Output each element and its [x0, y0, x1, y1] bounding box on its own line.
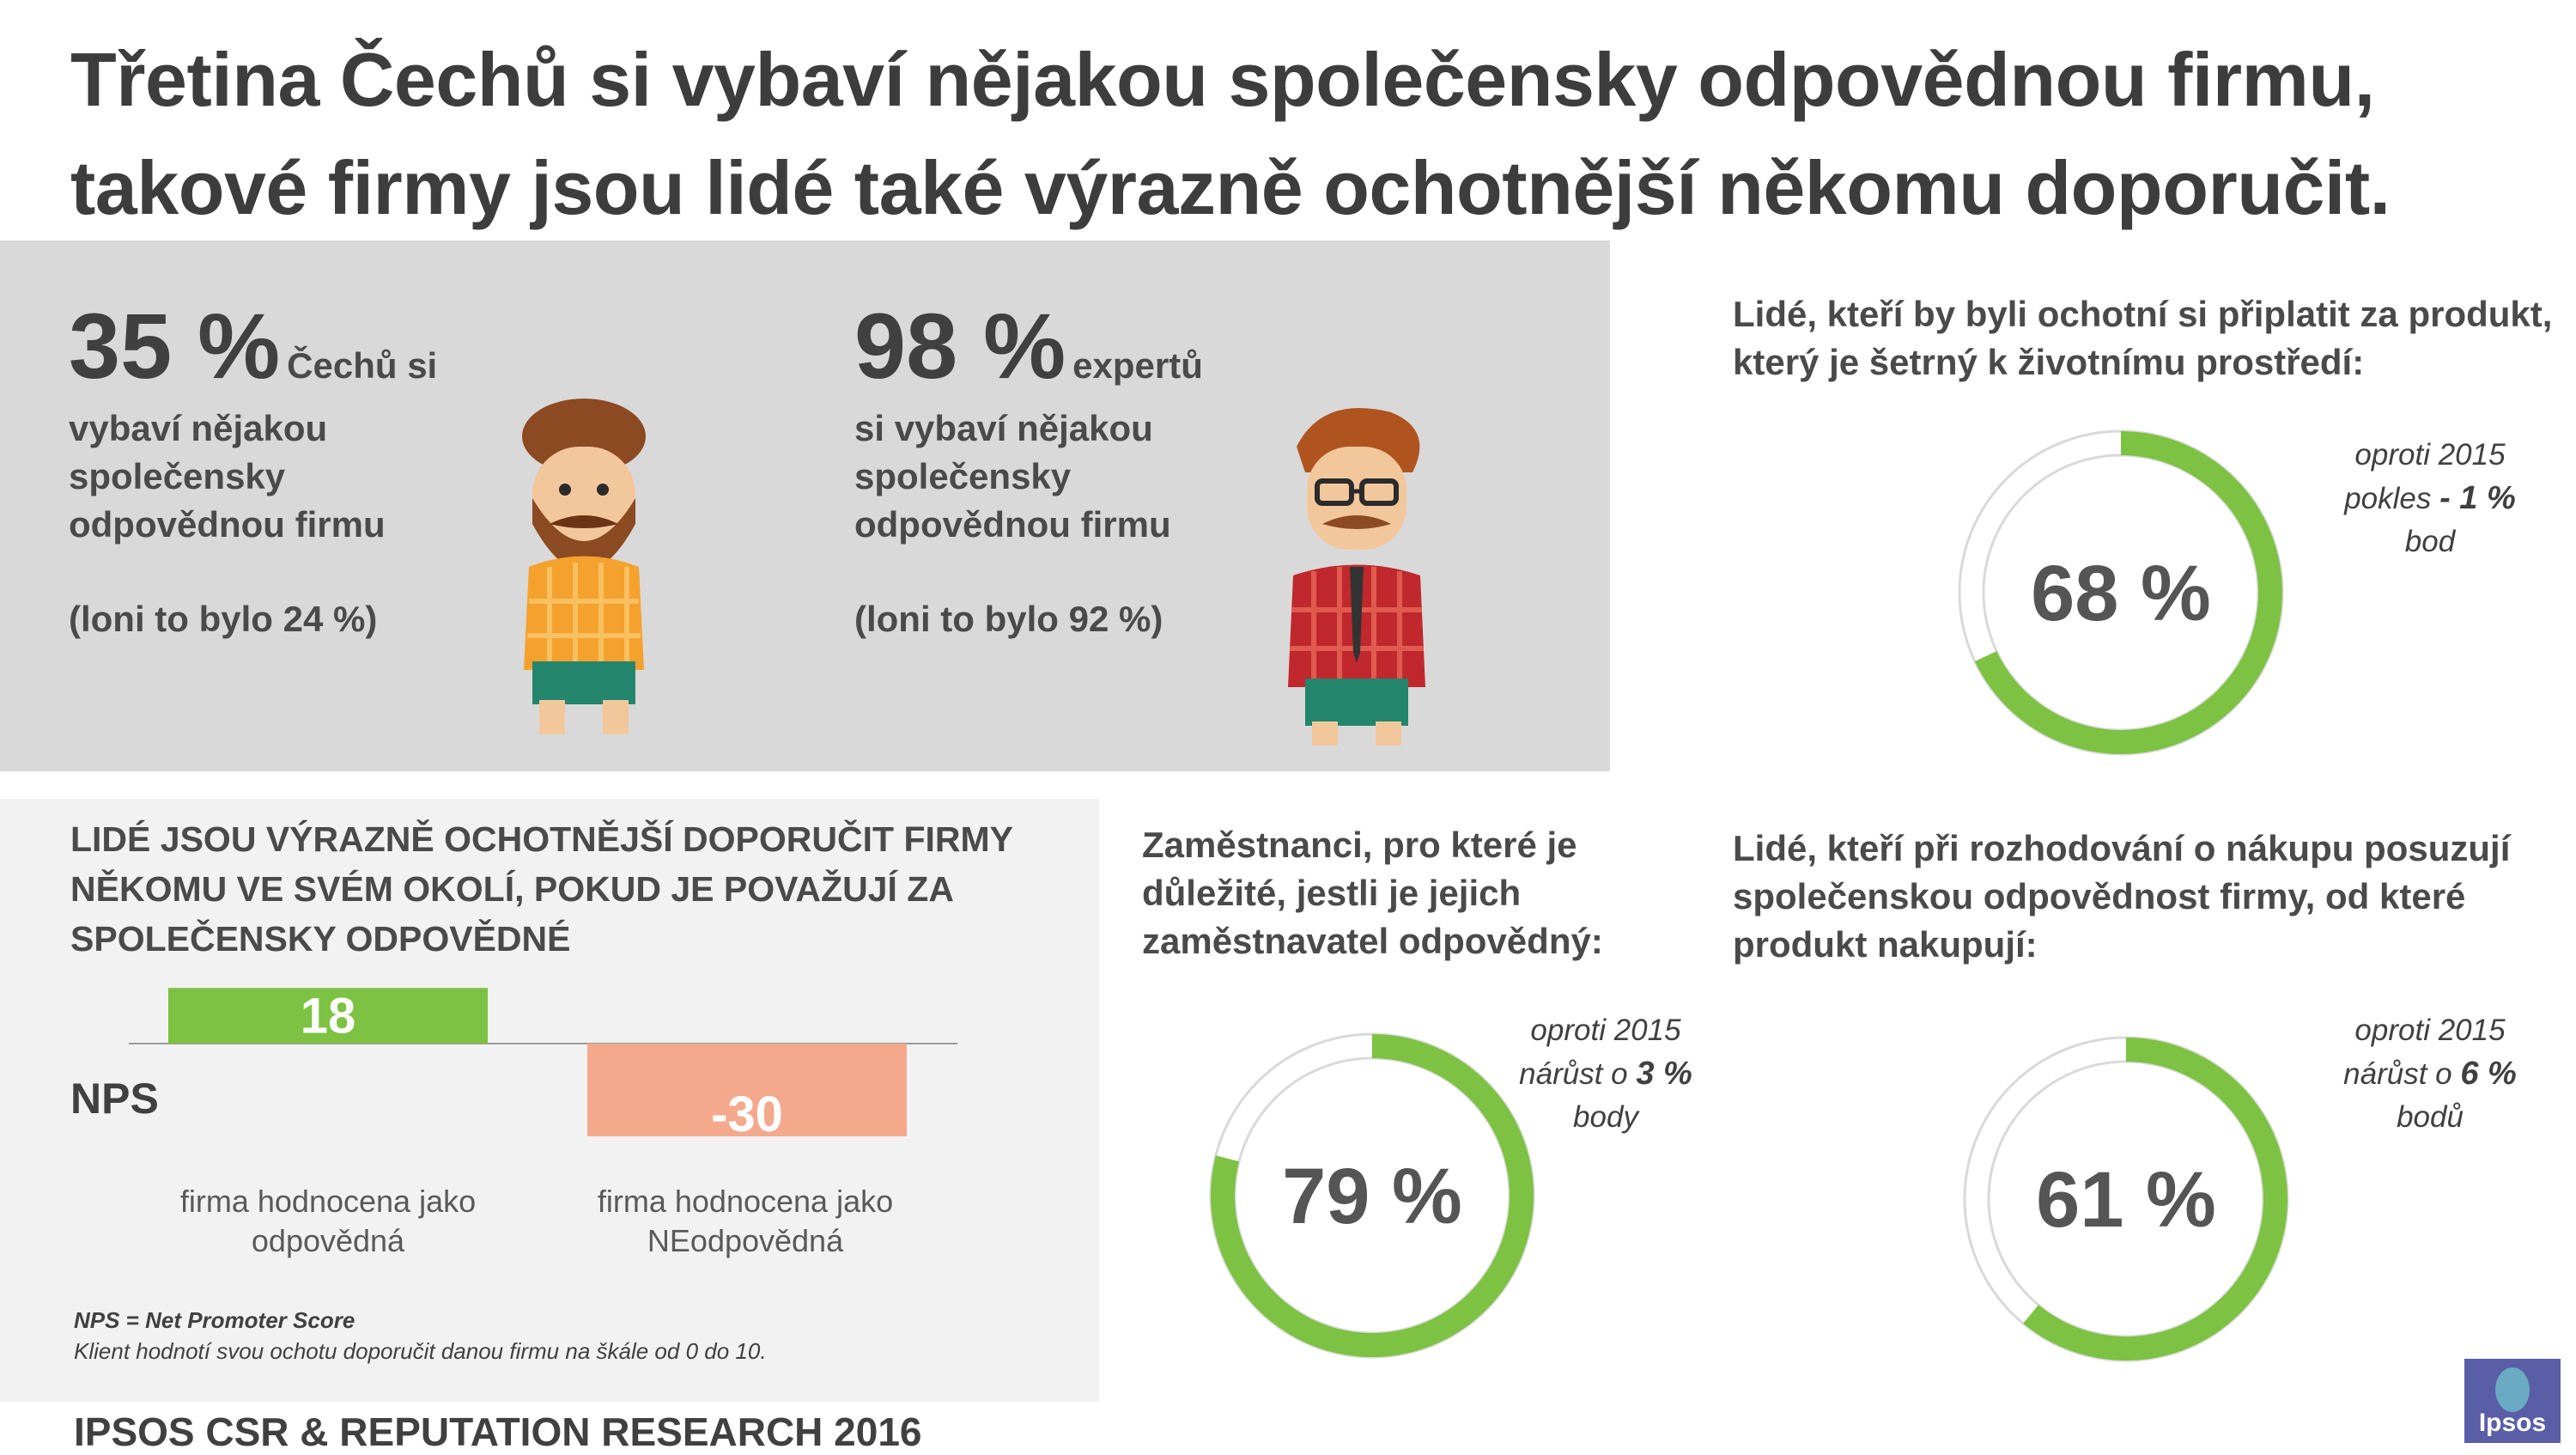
- question-line: Lidé, kteří při rozhodování o nákupu pos…: [1733, 828, 2511, 868]
- donut-value-label: 61 %: [2036, 1156, 2216, 1244]
- bearded-man-illustration: [522, 399, 646, 734]
- delta-line: bodů: [2397, 1100, 2464, 1134]
- stat-experts: 98 % expertů si vybaví nějakou společensk…: [854, 292, 1301, 640]
- hipster-man-illustration: [1288, 408, 1425, 746]
- nps-definition: NPS = Net Promoter Score: [74, 1307, 355, 1333]
- delta-value: - 1 %: [2439, 480, 2516, 516]
- delta-value: 3 %: [1636, 1056, 1692, 1092]
- question-line: společenskou odpovědnost firmy, od které: [1733, 876, 2466, 916]
- nps-heading-line: NĚKOMU VE SVÉM OKOLÍ, POKUD JE POVAŽUJÍ …: [70, 869, 954, 909]
- ipsos-logo: Ipsos: [2464, 1359, 2561, 1443]
- donut-chart-eco-premium: 68 %: [1958, 429, 2284, 756]
- delta-line: nárůst o: [1519, 1057, 1628, 1091]
- stat-value: 98 %: [854, 294, 1066, 398]
- delta-line: pokles: [2344, 482, 2432, 515]
- donut-chart-csr-purchase: 61 %: [1963, 1036, 2289, 1362]
- delta-line: bod: [2404, 525, 2456, 558]
- stat-desc-line: společensky: [69, 456, 286, 496]
- category-label-line: firma hodnocena jako: [597, 1184, 894, 1219]
- delta-line: oproti 2015: [1530, 1014, 1681, 1047]
- page-title: Třetina Čechů si vybaví nějakou společen…: [70, 26, 2543, 242]
- donut-value-arc: [1211, 1034, 1534, 1357]
- logo-figure-icon: [2495, 1367, 2530, 1412]
- category-label-irresponsible: firma hodnocena jako NEodpovědná: [565, 1182, 926, 1261]
- donut-value-label: 68 %: [2031, 550, 2211, 637]
- delta-line: oproti 2015: [2354, 1014, 2506, 1047]
- stat-desc-line: vybaví nějakou: [69, 408, 328, 448]
- nps-panel: LIDÉ JSOU VÝRAZNĚ OCHOTNĚJŠÍ DOPORUČIT F…: [0, 799, 1099, 1402]
- delta-employees: oproti 2015 nárůst o 3 % body: [1494, 1009, 1717, 1139]
- stat-value: 35 %: [69, 294, 281, 398]
- question-line: produkt nakupují:: [1733, 924, 2038, 965]
- stat-suffix: expertů: [1072, 345, 1203, 386]
- stat-description: si vybaví nějakou společensky odpovědnou…: [854, 405, 1301, 549]
- stat-desc-line: odpovědnou firmu: [69, 504, 386, 545]
- delta-csr-purchase: oproti 2015 nárůst o 6 % bodů: [2318, 1009, 2542, 1139]
- category-label-line: firma hodnocena jako: [179, 1184, 477, 1219]
- delta-line: body: [1573, 1100, 1638, 1134]
- nps-bar: [587, 1044, 907, 1136]
- nps-definition-note: Klient hodnotí svou ochotu doporučit dan…: [74, 1338, 767, 1364]
- nps-heading-line: LIDÉ JSOU VÝRAZNĚ OCHOTNĚJŠÍ DOPORUČIT F…: [70, 819, 1013, 859]
- stat-desc-line: si vybaví nějakou: [854, 408, 1153, 448]
- category-label-responsible: firma hodnocena jako odpovědná: [148, 1182, 508, 1261]
- nps-heading: LIDÉ JSOU VÝRAZNĚ OCHOTNĚJŠÍ DOPORUČIT F…: [70, 814, 1058, 964]
- stats-panel: 35 % Čechů si vybaví nějakou společensky …: [0, 240, 1610, 771]
- delta-eco-premium: oproti 2015 pokles - 1 % bod: [2318, 434, 2542, 563]
- delta-line: nárůst o: [2343, 1057, 2452, 1091]
- stat-czechs: 35 % Čechů si vybaví nějakou společensky …: [69, 292, 515, 640]
- question-line: Zaměstnanci, pro které je: [1142, 825, 1577, 865]
- nps-axis-label: NPS: [70, 1075, 159, 1123]
- nps-bar-value-label: 18: [301, 989, 356, 1044]
- nps-bar-chart: 18 -30: [129, 988, 957, 1142]
- title-line-2: takové firmy jsou lidé také výrazně ocho…: [70, 145, 2391, 230]
- stat-suffix: Čechů si: [287, 345, 438, 386]
- stat-desc-line: společensky: [854, 456, 1072, 496]
- stat-previous: (loni to bylo 92 %): [854, 599, 1163, 639]
- title-line-1: Třetina Čechů si vybaví nějakou společen…: [70, 37, 2375, 122]
- donut-value-arc: [1974, 431, 2282, 754]
- question-employees: Zaměstnanci, pro které je důležité, jest…: [1142, 821, 1674, 965]
- logo-text: Ipsos: [2478, 1409, 2547, 1437]
- category-label-line: odpovědná: [251, 1223, 405, 1258]
- nps-bar: [168, 988, 488, 1044]
- question-line: který je šetrný k životnímu prostředí:: [1733, 342, 2365, 382]
- delta-value: 6 %: [2460, 1056, 2517, 1092]
- question-eco-premium: Lidé, kteří by byli ochotní si připlatit…: [1733, 290, 2557, 387]
- donut-value-arc: [2023, 1038, 2287, 1361]
- footer-source: IPSOS CSR & REPUTATION RESEARCH 2016: [74, 1409, 922, 1454]
- category-label-line: NEodpovědná: [647, 1223, 844, 1258]
- question-csr-purchase: Lidé, kteří při rozhodování o nákupu pos…: [1733, 825, 2557, 969]
- stat-previous: (loni to bylo 24 %): [69, 599, 378, 639]
- stat-desc-line: odpovědnou firmu: [854, 504, 1171, 545]
- question-line: důležité, jestli je jejich: [1142, 873, 1522, 913]
- donut-chart-employees: 79 %: [1209, 1032, 1535, 1359]
- nps-bar-value-label: -30: [711, 1087, 783, 1142]
- question-line: zaměstnavatel odpovědný:: [1142, 921, 1603, 961]
- stat-description: vybaví nějakou společensky odpovědnou fi…: [69, 405, 515, 549]
- nps-heading-line: SPOLEČENSKY ODPOVĚDNÉ: [70, 919, 571, 959]
- donut-value-label: 79 %: [1282, 1153, 1462, 1240]
- delta-line: oproti 2015: [2354, 438, 2506, 472]
- question-line: Lidé, kteří by byli ochotní si připlatit…: [1733, 294, 2553, 334]
